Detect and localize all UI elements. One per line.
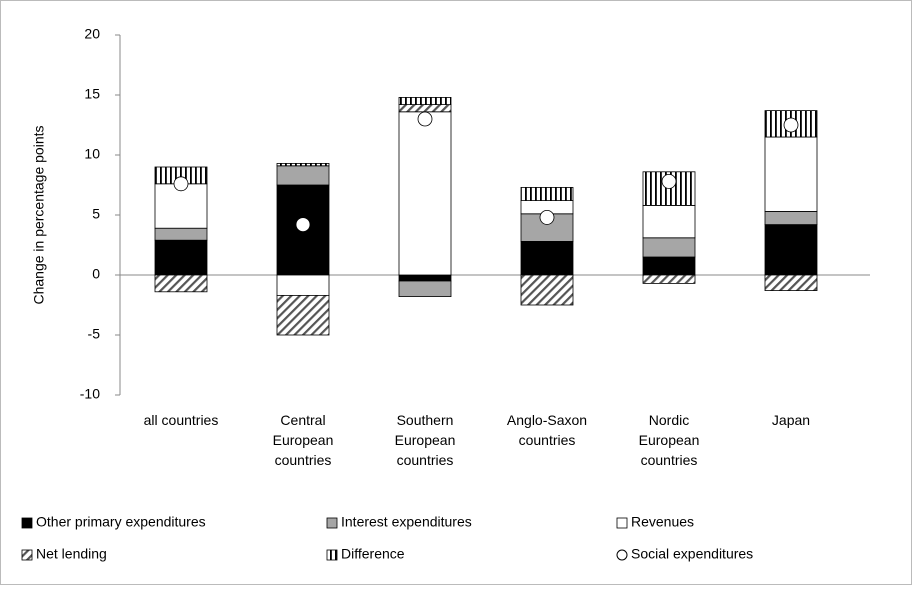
marker (783, 117, 799, 133)
marker (295, 217, 311, 233)
bar-segment (520, 274, 574, 306)
x-tick-line: Southern (397, 412, 454, 428)
y-tick-label: -5 (88, 326, 101, 342)
x-tick-line: European (273, 432, 334, 448)
y-axis-label: Change in percentage points (31, 125, 47, 304)
bar-segment (764, 210, 818, 225)
bar-segment (642, 274, 696, 284)
legend-swatch (616, 549, 628, 561)
x-tick-label: all countries (144, 412, 219, 428)
y-tick-label: 0 (92, 266, 100, 282)
legend-swatch (326, 517, 338, 529)
legend-label: Difference (341, 546, 405, 562)
bar-segment (398, 111, 452, 276)
bar-segment (642, 237, 696, 258)
x-tick-line: European (395, 432, 456, 448)
bar-segment (398, 274, 452, 282)
legend-swatch (21, 549, 33, 561)
legend-label: Revenues (631, 514, 694, 530)
legend-label: Net lending (36, 546, 107, 562)
legend-label: Other primary expenditures (36, 514, 206, 530)
x-tick-label: Anglo-Saxon countries (507, 412, 587, 448)
x-tick-line: countries (641, 452, 698, 468)
bar-segment (276, 274, 330, 296)
legend-swatch (21, 517, 33, 529)
x-tick-line: countries (275, 452, 332, 468)
bar-segment (398, 280, 452, 298)
bar-segment (276, 162, 330, 167)
bar-segment (764, 136, 818, 212)
x-tick-line: countries (397, 452, 454, 468)
bar-segment (764, 224, 818, 276)
x-tick-label: Japan (772, 412, 810, 428)
bar-segment (764, 274, 818, 292)
y-tick-label: 15 (84, 86, 100, 102)
x-tick-line: Anglo-Saxon (507, 412, 587, 428)
x-tick-line: Nordic (649, 412, 689, 428)
x-tick-label: Southern European countries (395, 412, 456, 468)
legend-label: Social expenditures (631, 546, 753, 562)
bar-segment (276, 165, 330, 186)
bar-segment (276, 294, 330, 336)
y-tick-label: 5 (92, 206, 100, 222)
x-tick-label: Nordic European countries (639, 412, 700, 468)
bar-segment (398, 97, 452, 106)
bar-segment (154, 274, 208, 293)
marker (173, 176, 189, 192)
legend-swatch (326, 549, 338, 561)
bar-segment (154, 227, 208, 241)
bar-segment (642, 256, 696, 276)
bar-segment (520, 240, 574, 276)
x-tick-line: European (639, 432, 700, 448)
y-tick-label: 20 (84, 26, 100, 42)
bar-segment (642, 204, 696, 239)
marker (539, 209, 555, 225)
marker (661, 173, 677, 189)
x-tick-line: Central (280, 412, 325, 428)
x-tick-line: countries (519, 432, 576, 448)
legend-swatch (616, 517, 628, 529)
y-tick-label: 10 (84, 146, 100, 162)
x-tick-line: Japan (772, 412, 810, 428)
bar-segment (520, 186, 574, 201)
x-tick-line: all countries (144, 412, 219, 428)
bar-segment (398, 104, 452, 113)
y-tick-label: -10 (80, 386, 100, 402)
marker (417, 111, 433, 127)
x-tick-label: Central European countries (273, 412, 334, 468)
bar-segment (154, 239, 208, 276)
legend-label: Interest expenditures (341, 514, 472, 530)
